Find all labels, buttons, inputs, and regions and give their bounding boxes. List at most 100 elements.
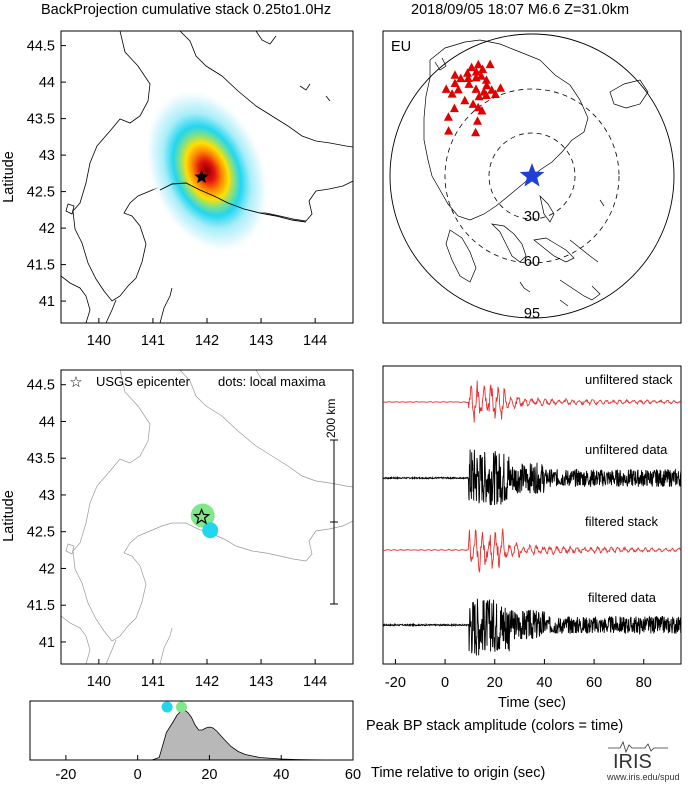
seismic-station-triangle-icon [471, 127, 481, 137]
map2-y-tick-label: 44.5 [27, 378, 55, 394]
amplitude-x-tick-label: 0 [134, 767, 142, 783]
legend-star-icon: ☆ [69, 374, 82, 391]
map2-ylabel: Latitude [1, 490, 17, 542]
seismic-station-triangle-icon [467, 62, 477, 72]
amplitude-xlabel: Time relative to origin (sec) [371, 765, 545, 781]
seismic-station-triangle-icon [444, 126, 454, 135]
map1-x-tick-label: 140 [87, 333, 111, 349]
map1-y-tick-label: 42 [39, 221, 55, 237]
map2-y-tick-label: 43.5 [27, 451, 55, 467]
seismic-station-triangle-icon [464, 79, 474, 88]
local-maximum-dot [202, 522, 219, 539]
scale-bar-label: 200 km [324, 399, 338, 438]
globe-epicenter-star-icon [519, 163, 545, 187]
map1-x-tick-label: 144 [303, 333, 327, 349]
seismic-station-triangle-icon [441, 84, 451, 93]
amplitude-x-tick-label: 40 [273, 767, 289, 783]
ring-label-60: 60 [524, 254, 540, 270]
seismic-station-triangle-icon [478, 64, 488, 73]
epicenter-star-icon [194, 169, 209, 184]
amplitude-title: Peak BP stack amplitude (colors = time) [366, 718, 623, 734]
seismic-station-triangle-icon [447, 89, 457, 98]
waveform-x-tick-label: 40 [536, 675, 552, 691]
map1-y-tick-label: 41.5 [27, 258, 55, 274]
unfiltered-data-trace [382, 449, 682, 506]
amplitude-frame [29, 700, 354, 761]
seismic-station-triangle-icon [481, 75, 491, 84]
map2-coastlines [61, 370, 353, 664]
seismic-station-triangle-icon [471, 67, 481, 76]
seismic-station-triangle-icon [481, 90, 491, 99]
map1-y-tick-label: 44.5 [27, 39, 55, 55]
peak-time-dot [161, 701, 173, 713]
usgs-epicenter-star-icon [192, 507, 211, 525]
map1-x-tick-label: 142 [195, 333, 219, 349]
seismic-station-triangle-icon [443, 112, 453, 121]
map1-x-tick-label: 143 [249, 333, 273, 349]
seismic-station-triangle-icon [463, 68, 472, 77]
local-maxima-map-panel: 140 141 142 143 1444141.54242.54343.54444.5 … [1, 369, 354, 690]
map1-y-tick-label: 41 [39, 294, 55, 310]
globe-region-label: EU [391, 39, 411, 55]
map1-ylabel: Latitude [1, 151, 17, 203]
map2-y-tick-label: 42.5 [27, 525, 55, 541]
iris-logo: IRIS www.iris.edu/spud [606, 740, 680, 782]
waveform-x-tick-label: 80 [636, 675, 652, 691]
distance-scale-bar [330, 439, 338, 605]
map2-y-tick-label: 42 [39, 561, 55, 577]
filtered-data-trace [382, 598, 682, 656]
amplitude-x-tick-label: 20 [201, 767, 217, 783]
map2-x-tick-label: 144 [303, 674, 327, 690]
waveform-x-tick-label: -20 [385, 675, 406, 691]
map2-x-tick-label: 140 [87, 674, 111, 690]
seismic-station-triangle-icon [482, 80, 492, 90]
amplitude-history-panel: -20 0 20 40 60 Peak BP stack amplitude (colo… [29, 700, 623, 783]
seismic-station-triangle-icon [474, 91, 484, 101]
trace-label-unfiltered-stack: unfiltered stack [585, 372, 673, 387]
map1-y-tick-label: 43 [39, 148, 55, 164]
iris-logo-waveform [608, 740, 668, 754]
seismic-station-triangle-icon [487, 85, 497, 94]
map2-x-tick-label: 143 [249, 674, 273, 690]
seismic-station-triangle-icon [496, 83, 505, 92]
local-maxima-note: dots: local maxima [218, 374, 326, 389]
peak-time-dot [175, 701, 187, 713]
waveform-x-tick-label: 20 [487, 675, 503, 691]
map1-coastlines [61, 31, 353, 323]
seismic-station-triangle-icon [490, 89, 500, 98]
trace-label-unfiltered-data: unfiltered data [585, 442, 668, 457]
seismic-station-triangle-icon [450, 78, 460, 87]
seismic-station-triangle-icon [460, 95, 470, 105]
seismic-station-triangle-icon [473, 116, 482, 125]
trace-label-filtered-data: filtered data [588, 590, 657, 605]
filtered-stack-trace [383, 528, 681, 573]
backprojection-energy-heatmap [144, 88, 270, 254]
iris-logo-url: www.iris.edu/spud [606, 772, 680, 782]
map1-y-tick-label: 43.5 [27, 112, 55, 128]
legend-label-usgs-epicenter: USGS epicenter [96, 374, 191, 389]
right-title: 2018/09/05 18:07 M6.6 Z=31.0km [411, 2, 629, 18]
seismic-station-triangle-icon [468, 99, 478, 108]
seismic-station-triangle-icon [471, 84, 481, 93]
map2-x-tick-label: 142 [195, 674, 219, 690]
amplitude-x-tick-label: -20 [55, 767, 76, 783]
ring-label-30: 30 [524, 209, 540, 225]
seismic-station-triangle-icon [456, 73, 466, 83]
map1-y-tick-label: 44 [39, 75, 55, 91]
iris-logo-text: IRIS [613, 751, 652, 773]
waveform-x-tick-label: 60 [586, 675, 602, 691]
seismic-station-triangle-icon [485, 59, 495, 69]
waveform-x-tick-label: 0 [441, 675, 449, 691]
seismic-station-triangle-icon [450, 70, 460, 79]
waveform-xlabel: Time (sec) [498, 695, 566, 711]
map2-y-tick-label: 44 [39, 414, 55, 430]
ring-label-95: 95 [524, 306, 540, 322]
map2-y-tick-label: 43 [39, 488, 55, 504]
backprojection-map-panel: 140 141 142 143 1444141.54242.54343.54444.5 … [1, 30, 354, 349]
map1-x-tick-label: 141 [141, 333, 165, 349]
seismic-station-triangle-icon [477, 106, 487, 115]
seismic-station-triangle-icon [463, 73, 473, 82]
seismic-station-triangle-icon [449, 103, 459, 113]
seismic-station-triangle-icon [476, 71, 486, 80]
distance-ring-30 [488, 132, 576, 220]
